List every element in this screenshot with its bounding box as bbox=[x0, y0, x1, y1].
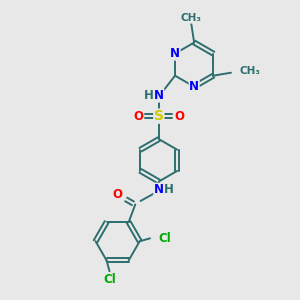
Text: O: O bbox=[133, 110, 143, 123]
Text: Cl: Cl bbox=[103, 273, 116, 286]
Text: N: N bbox=[189, 80, 199, 93]
Text: N: N bbox=[154, 89, 164, 102]
Text: O: O bbox=[174, 110, 184, 123]
Text: CH₃: CH₃ bbox=[181, 13, 202, 23]
Text: N: N bbox=[170, 47, 180, 60]
Text: N: N bbox=[154, 183, 164, 196]
Text: Cl: Cl bbox=[159, 232, 172, 245]
Text: H: H bbox=[164, 183, 174, 196]
Text: O: O bbox=[112, 188, 123, 201]
Text: CH₃: CH₃ bbox=[239, 66, 260, 76]
Text: H: H bbox=[144, 89, 154, 102]
Text: S: S bbox=[154, 109, 164, 123]
